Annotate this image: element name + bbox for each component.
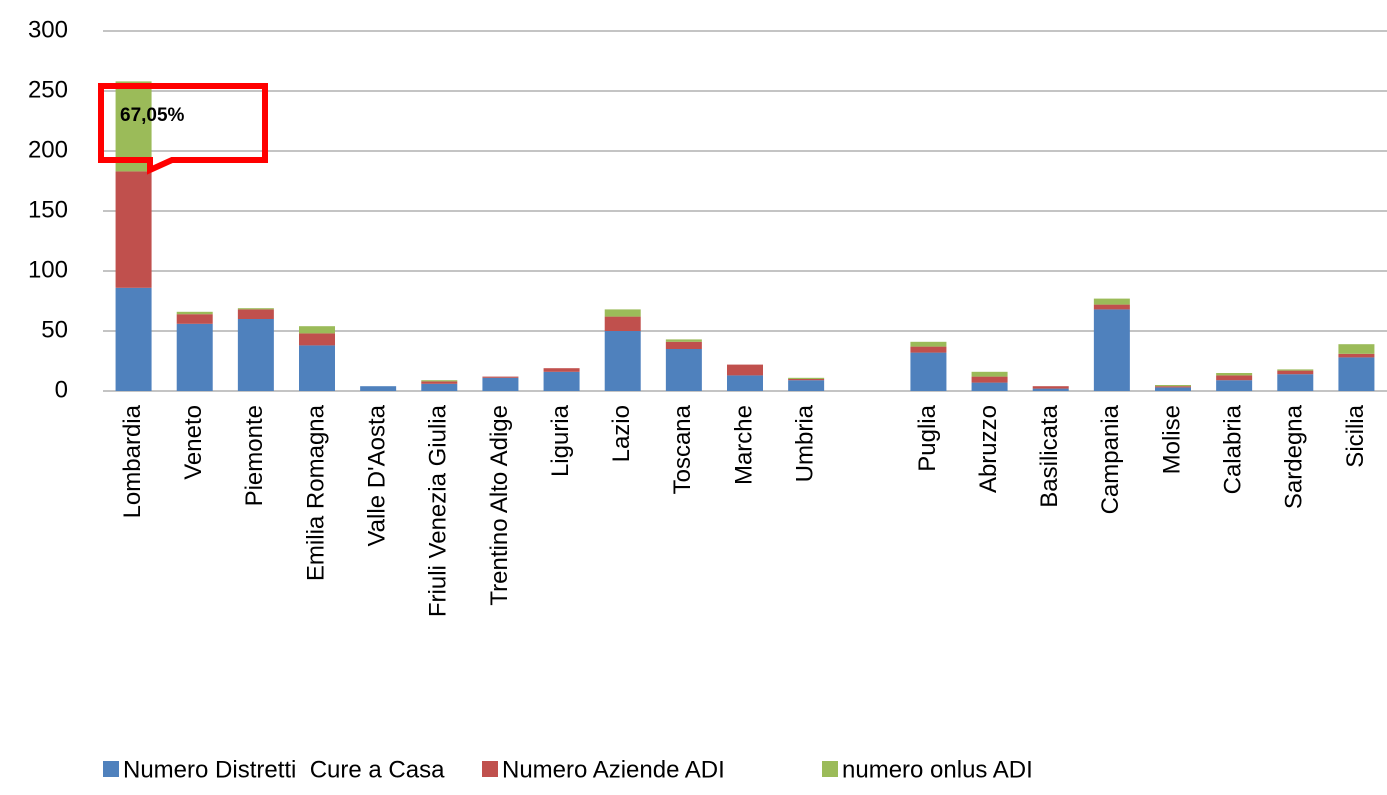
bar-segment: [482, 377, 519, 391]
bar-segment: [1338, 357, 1375, 391]
y-tick-label: 150: [28, 196, 68, 223]
bar-segment: [1277, 370, 1314, 375]
bar-segment: [727, 364, 763, 376]
bar-segment: [971, 376, 1008, 383]
x-tick-label: Toscana: [669, 404, 696, 494]
bar-segment: [1155, 387, 1191, 391]
bar-segment: [176, 311, 213, 315]
x-tick-label: Campania: [1097, 404, 1124, 514]
bar-segment: [1277, 369, 1314, 371]
bar-segment: [421, 381, 458, 384]
x-tick-label: Calabria: [1219, 404, 1246, 494]
bar-segment: [1155, 385, 1191, 387]
bar-segment: [727, 375, 763, 391]
bar-segment: [237, 309, 274, 319]
bar-segment: [299, 345, 335, 391]
y-tick-label: 250: [28, 76, 68, 103]
bar-segment: [788, 379, 825, 381]
bar-segment: [421, 380, 458, 382]
y-tick-label: 100: [28, 256, 68, 283]
bar-segment: [604, 316, 641, 331]
bar-segment: [543, 371, 580, 391]
x-tick-label: Lombardia: [119, 404, 146, 518]
bar-segment: [115, 171, 152, 288]
x-tick-label: Valle D'Aosta: [363, 404, 390, 546]
x-tick-label: Marche: [730, 405, 757, 485]
bar-segment: [1216, 373, 1253, 376]
x-tick-label: Veneto: [180, 405, 207, 480]
callout-box: [98, 83, 268, 175]
bar-segment: [788, 380, 825, 391]
x-tick-label: Abruzzo: [975, 405, 1002, 493]
x-tick-label: Piemonte: [241, 405, 268, 506]
bar-segment: [604, 331, 641, 391]
bar-segment: [115, 287, 152, 391]
bar-segment: [1338, 344, 1375, 354]
legend-label: numero onlus ADI: [842, 756, 1033, 783]
x-tick-label: Puglia: [914, 404, 941, 471]
y-tick-label: 0: [55, 376, 68, 403]
bar-segment: [1032, 386, 1069, 389]
bar-segment: [543, 368, 580, 372]
legend-swatch: [103, 761, 119, 777]
x-tick-label: Friuli Venezia Giulia: [425, 404, 452, 617]
bar-segment: [665, 339, 702, 342]
bar-segment: [237, 319, 274, 391]
x-tick-label: Lazio: [608, 405, 635, 462]
bar-segment: [665, 349, 702, 391]
x-tick-label: Sicilia: [1342, 404, 1369, 467]
bar-segment: [910, 346, 947, 353]
bar-segment: [360, 386, 397, 391]
y-tick-label: 50: [41, 316, 68, 343]
bar-segment: [299, 326, 335, 334]
bar-segment: [1093, 304, 1130, 310]
bar-segment: [1216, 380, 1253, 391]
bar-segment: [665, 341, 702, 349]
bar-segment: [910, 352, 947, 391]
bar-segment: [115, 81, 152, 172]
y-tick-label: 200: [28, 136, 68, 163]
bar-segment: [1155, 386, 1191, 388]
annotation: 67,05%: [120, 105, 185, 126]
bar-segment: [971, 371, 1008, 377]
legend-swatch: [822, 761, 838, 777]
bar-segment: [910, 341, 947, 347]
x-tick-label: Molise: [1158, 405, 1185, 474]
bar-segment: [604, 309, 641, 317]
bar-segment: [237, 308, 274, 310]
x-tick-label: Sardegna: [1281, 404, 1308, 509]
bar-segment: [971, 382, 1008, 391]
bar-segment: [1093, 309, 1130, 391]
y-tick-label: 300: [28, 16, 68, 43]
bar-segment: [482, 376, 519, 378]
legend-label: Numero Distretti Cure a Casa: [123, 756, 445, 783]
bar-segment: [299, 333, 335, 346]
bar-segment: [421, 383, 458, 391]
bar-segment: [176, 314, 213, 324]
bar-segment: [176, 323, 213, 391]
bar-segment: [1216, 375, 1253, 381]
x-tick-label: Basilicata: [1036, 404, 1063, 507]
x-tick-label: Trentino Alto Adige: [486, 405, 513, 606]
x-tick-label: Liguria: [547, 404, 574, 477]
legend-swatch: [482, 761, 498, 777]
bar-segment: [1093, 298, 1130, 305]
legend-label: Numero Aziende ADI: [502, 756, 725, 783]
bar-segment: [1032, 388, 1069, 391]
x-tick-label: Emilia Romagna: [302, 404, 329, 581]
bar-segment: [788, 377, 825, 379]
bar-segment: [1338, 353, 1375, 358]
bar-segment: [1277, 374, 1314, 391]
x-tick-label: Umbria: [791, 404, 818, 482]
